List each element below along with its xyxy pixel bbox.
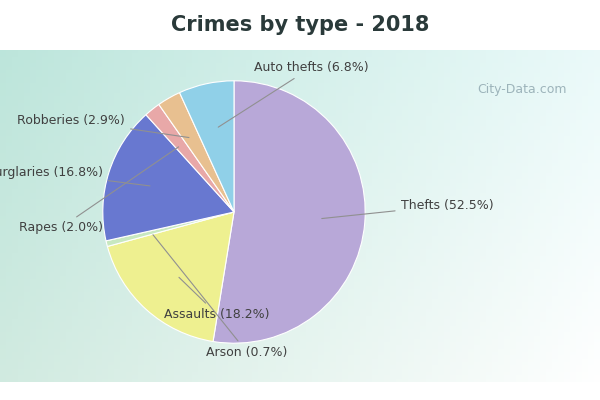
Text: Assaults (18.2%): Assaults (18.2%) — [164, 277, 270, 321]
Text: Thefts (52.5%): Thefts (52.5%) — [322, 199, 493, 218]
Wedge shape — [213, 81, 365, 343]
Text: Arson (0.7%): Arson (0.7%) — [153, 235, 288, 359]
Wedge shape — [106, 212, 234, 246]
Text: Auto thefts (6.8%): Auto thefts (6.8%) — [218, 61, 368, 127]
Text: City-Data.com: City-Data.com — [477, 83, 567, 96]
Text: Rapes (2.0%): Rapes (2.0%) — [19, 147, 179, 234]
Text: Crimes by type - 2018: Crimes by type - 2018 — [171, 15, 429, 35]
Wedge shape — [159, 93, 234, 212]
Wedge shape — [103, 115, 234, 241]
Wedge shape — [107, 212, 234, 342]
Text: Burglaries (16.8%): Burglaries (16.8%) — [0, 166, 150, 186]
Wedge shape — [146, 104, 234, 212]
Text: Robberies (2.9%): Robberies (2.9%) — [17, 114, 189, 138]
Wedge shape — [179, 81, 234, 212]
